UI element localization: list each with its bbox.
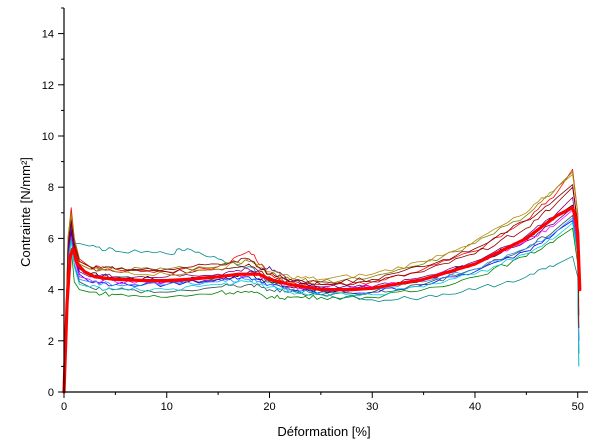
series-line-5 bbox=[63, 225, 580, 393]
series-line-10 bbox=[63, 209, 580, 393]
series-line-12 bbox=[63, 173, 580, 393]
y-tick-label-12: 12 bbox=[42, 80, 54, 92]
y-tick-label-2: 2 bbox=[48, 336, 54, 348]
y-axis-title: Contrainte [N/mm²] bbox=[18, 157, 33, 267]
y-tick-label-4: 4 bbox=[48, 285, 54, 297]
series-line-13 bbox=[63, 217, 580, 393]
y-tick-label-6: 6 bbox=[48, 233, 54, 245]
y-tick-label-0: 0 bbox=[48, 387, 54, 399]
series-layer bbox=[62, 168, 582, 394]
series-line-14 bbox=[63, 222, 580, 393]
series-line-11 bbox=[63, 214, 580, 393]
series-line-15 bbox=[63, 184, 580, 393]
x-tick-label-30: 30 bbox=[366, 401, 378, 413]
series-line-2 bbox=[63, 168, 580, 393]
mean-curve-line bbox=[62, 206, 582, 394]
axes-layer: 0 2 4 6 8 10 12 14 0 10 20 30 40 50 bbox=[42, 7, 588, 413]
y-tick-label-14: 14 bbox=[42, 29, 54, 41]
y-tick-label-8: 8 bbox=[48, 182, 54, 194]
x-axis-title: Déformation [%] bbox=[277, 424, 370, 439]
series-line-4 bbox=[63, 227, 580, 393]
y-tick-label-10: 10 bbox=[42, 131, 54, 143]
x-tick-label-10: 10 bbox=[161, 401, 173, 413]
x-tick-label-20: 20 bbox=[263, 401, 275, 413]
series-line-7 bbox=[63, 171, 580, 393]
x-tick-label-40: 40 bbox=[469, 401, 481, 413]
x-tick-label-50: 50 bbox=[572, 401, 584, 413]
x-tick-label-0: 0 bbox=[61, 401, 67, 413]
series-line-8 bbox=[63, 207, 580, 393]
series-line-3 bbox=[63, 220, 580, 393]
